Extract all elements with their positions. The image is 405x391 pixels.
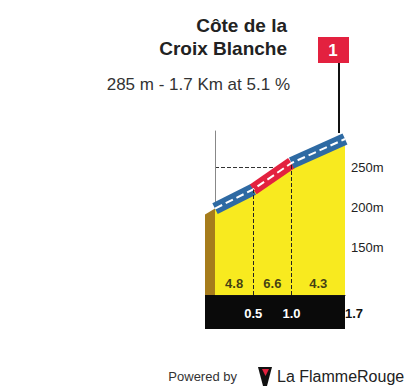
svg-text:285 m - 1.7 Km at 5.1 %: 285 m - 1.7 Km at 5.1 % bbox=[107, 75, 290, 94]
svg-text:4.3: 4.3 bbox=[309, 276, 327, 291]
svg-text:La FlammeRouge: La FlammeRouge bbox=[277, 368, 404, 385]
svg-text:Côte de la: Côte de la bbox=[196, 15, 287, 36]
svg-text:150m: 150m bbox=[351, 240, 384, 255]
svg-text:1.0: 1.0 bbox=[282, 306, 300, 321]
svg-text:Croix Blanche: Croix Blanche bbox=[159, 38, 287, 59]
svg-text:Powered by: Powered by bbox=[168, 369, 237, 384]
svg-text:4.8: 4.8 bbox=[225, 276, 243, 291]
svg-text:250m: 250m bbox=[351, 160, 384, 175]
svg-text:1: 1 bbox=[328, 41, 337, 60]
svg-text:1.7: 1.7 bbox=[345, 306, 363, 321]
svg-text:200m: 200m bbox=[351, 200, 384, 215]
svg-text:0.5: 0.5 bbox=[244, 306, 262, 321]
svg-text:6.6: 6.6 bbox=[263, 276, 281, 291]
